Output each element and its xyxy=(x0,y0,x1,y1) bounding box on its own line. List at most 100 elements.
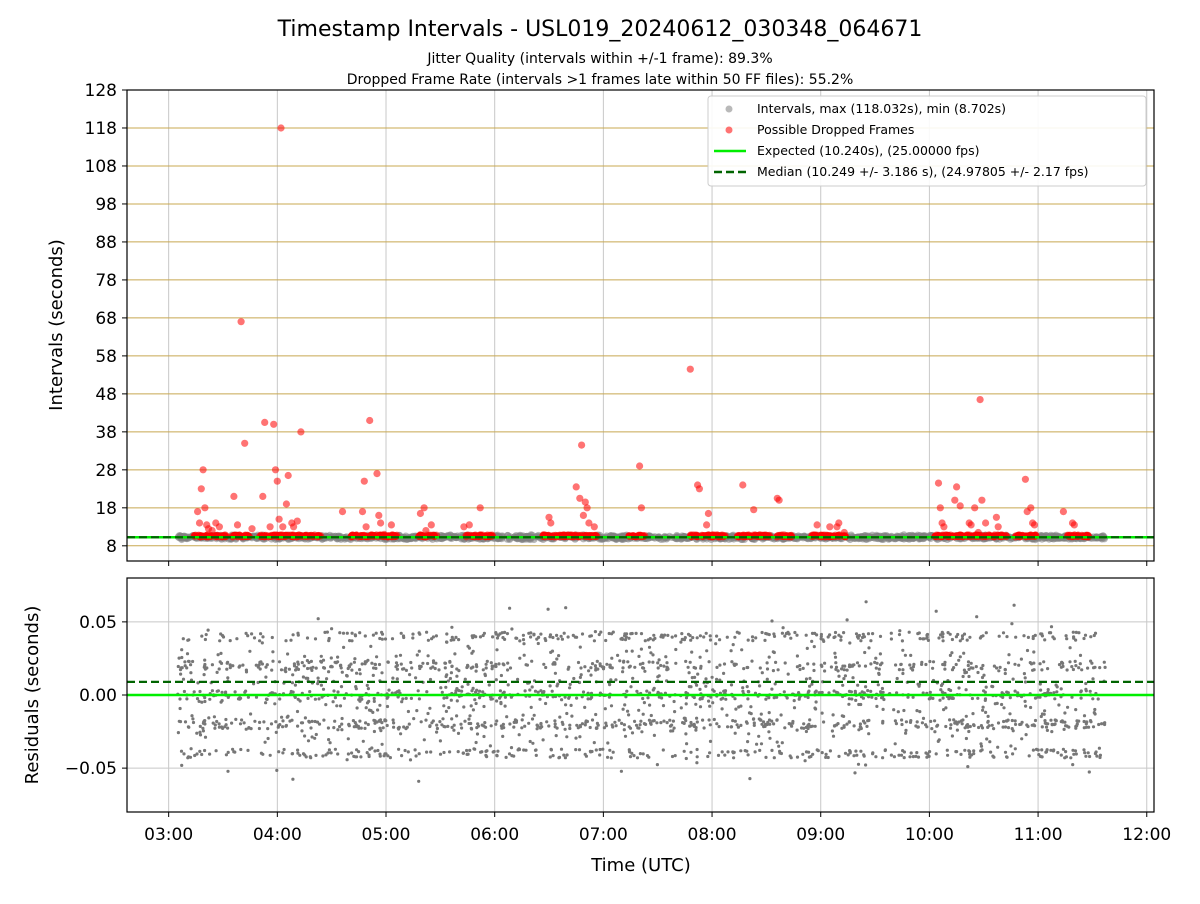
residual-point xyxy=(501,636,505,640)
residual-point xyxy=(449,698,453,702)
residual-point xyxy=(834,667,838,672)
residual-point xyxy=(810,631,815,636)
residual-point xyxy=(1024,733,1028,737)
residual-point xyxy=(338,725,342,729)
residual-point xyxy=(692,665,696,670)
residual-point xyxy=(680,632,684,636)
residual-point xyxy=(1064,750,1068,754)
residual-point xyxy=(1074,708,1078,712)
residual-point xyxy=(221,635,226,639)
residual-point xyxy=(1074,630,1078,635)
residual-point xyxy=(764,697,768,701)
residual-point xyxy=(259,660,263,664)
residual-point xyxy=(1026,635,1030,640)
residual-point xyxy=(1089,720,1093,724)
residual-point xyxy=(543,637,547,641)
residual-point xyxy=(373,662,377,667)
residual-point xyxy=(962,651,966,655)
residual-point xyxy=(1008,712,1012,716)
residual-point xyxy=(425,750,429,754)
residual-point xyxy=(889,637,894,641)
residual-point xyxy=(1095,754,1099,758)
residual-point xyxy=(449,638,453,642)
residual-point xyxy=(1063,711,1067,715)
residual-point xyxy=(1006,726,1011,730)
residual-point xyxy=(853,771,857,775)
residual-point xyxy=(633,719,637,724)
residual-point xyxy=(874,656,878,660)
residual-point xyxy=(646,696,650,700)
x-tick-label: 04:00 xyxy=(253,825,302,845)
residual-point xyxy=(745,721,749,725)
residual-point xyxy=(450,625,454,629)
residual-point xyxy=(690,676,694,680)
dropped-point xyxy=(201,504,209,512)
residual-point xyxy=(589,666,593,670)
dropped-point xyxy=(366,416,374,425)
residual-point xyxy=(417,779,421,783)
residual-point xyxy=(1047,631,1052,635)
residual-point xyxy=(319,654,323,658)
residual-point xyxy=(959,752,963,757)
residual-point xyxy=(801,666,805,671)
residual-point xyxy=(609,678,613,682)
residual-point xyxy=(928,750,932,754)
residual-point xyxy=(545,720,549,724)
residual-point xyxy=(651,638,655,642)
residual-point xyxy=(508,666,513,670)
residual-point xyxy=(456,750,460,754)
residual-point xyxy=(214,749,218,753)
residual-point xyxy=(840,714,844,718)
dropped-point xyxy=(422,527,430,535)
residual-point xyxy=(198,689,202,694)
bottom-y-tick-label: 0.00 xyxy=(79,686,117,706)
residual-point xyxy=(542,690,546,694)
dropped-point xyxy=(476,504,484,512)
residual-point xyxy=(244,727,248,731)
residual-point xyxy=(535,727,539,731)
residual-point xyxy=(992,664,997,668)
residual-point xyxy=(869,662,873,666)
residual-point xyxy=(1045,748,1049,752)
residual-point xyxy=(1066,705,1070,709)
residual-point xyxy=(746,689,750,694)
residual-point xyxy=(1001,631,1006,635)
residual-point xyxy=(369,709,373,713)
residual-point xyxy=(668,718,672,722)
residual-point xyxy=(1005,755,1009,759)
residual-point xyxy=(202,720,206,724)
residual-point xyxy=(900,718,904,722)
residual-point xyxy=(941,639,945,643)
residual-point xyxy=(360,697,364,701)
residual-point xyxy=(364,721,368,725)
residual-point xyxy=(221,726,225,731)
dropped-point xyxy=(545,513,553,521)
residual-point xyxy=(530,717,535,721)
residual-point xyxy=(379,718,383,722)
residual-point xyxy=(246,634,250,638)
dropped-point xyxy=(195,519,204,527)
residual-point xyxy=(1040,725,1044,729)
residual-point xyxy=(588,697,593,701)
residual-point xyxy=(902,756,906,760)
residual-point xyxy=(499,724,503,728)
residual-point xyxy=(465,748,469,753)
residual-point xyxy=(435,723,439,727)
residual-point xyxy=(760,671,764,675)
residual-point xyxy=(931,660,936,664)
residual-point xyxy=(877,667,881,671)
dropped-point xyxy=(572,483,580,491)
residual-point xyxy=(840,667,844,671)
residual-point xyxy=(414,676,418,680)
residual-point xyxy=(254,663,258,667)
residual-point xyxy=(202,673,206,677)
residual-point xyxy=(1052,637,1056,641)
dropped-point xyxy=(420,504,428,512)
residual-point xyxy=(317,697,321,701)
residual-point xyxy=(647,718,652,722)
residual-point xyxy=(629,632,633,636)
residual-point xyxy=(349,662,353,666)
residual-point xyxy=(250,632,254,636)
dropped-point xyxy=(465,521,473,529)
residual-point xyxy=(626,660,630,664)
